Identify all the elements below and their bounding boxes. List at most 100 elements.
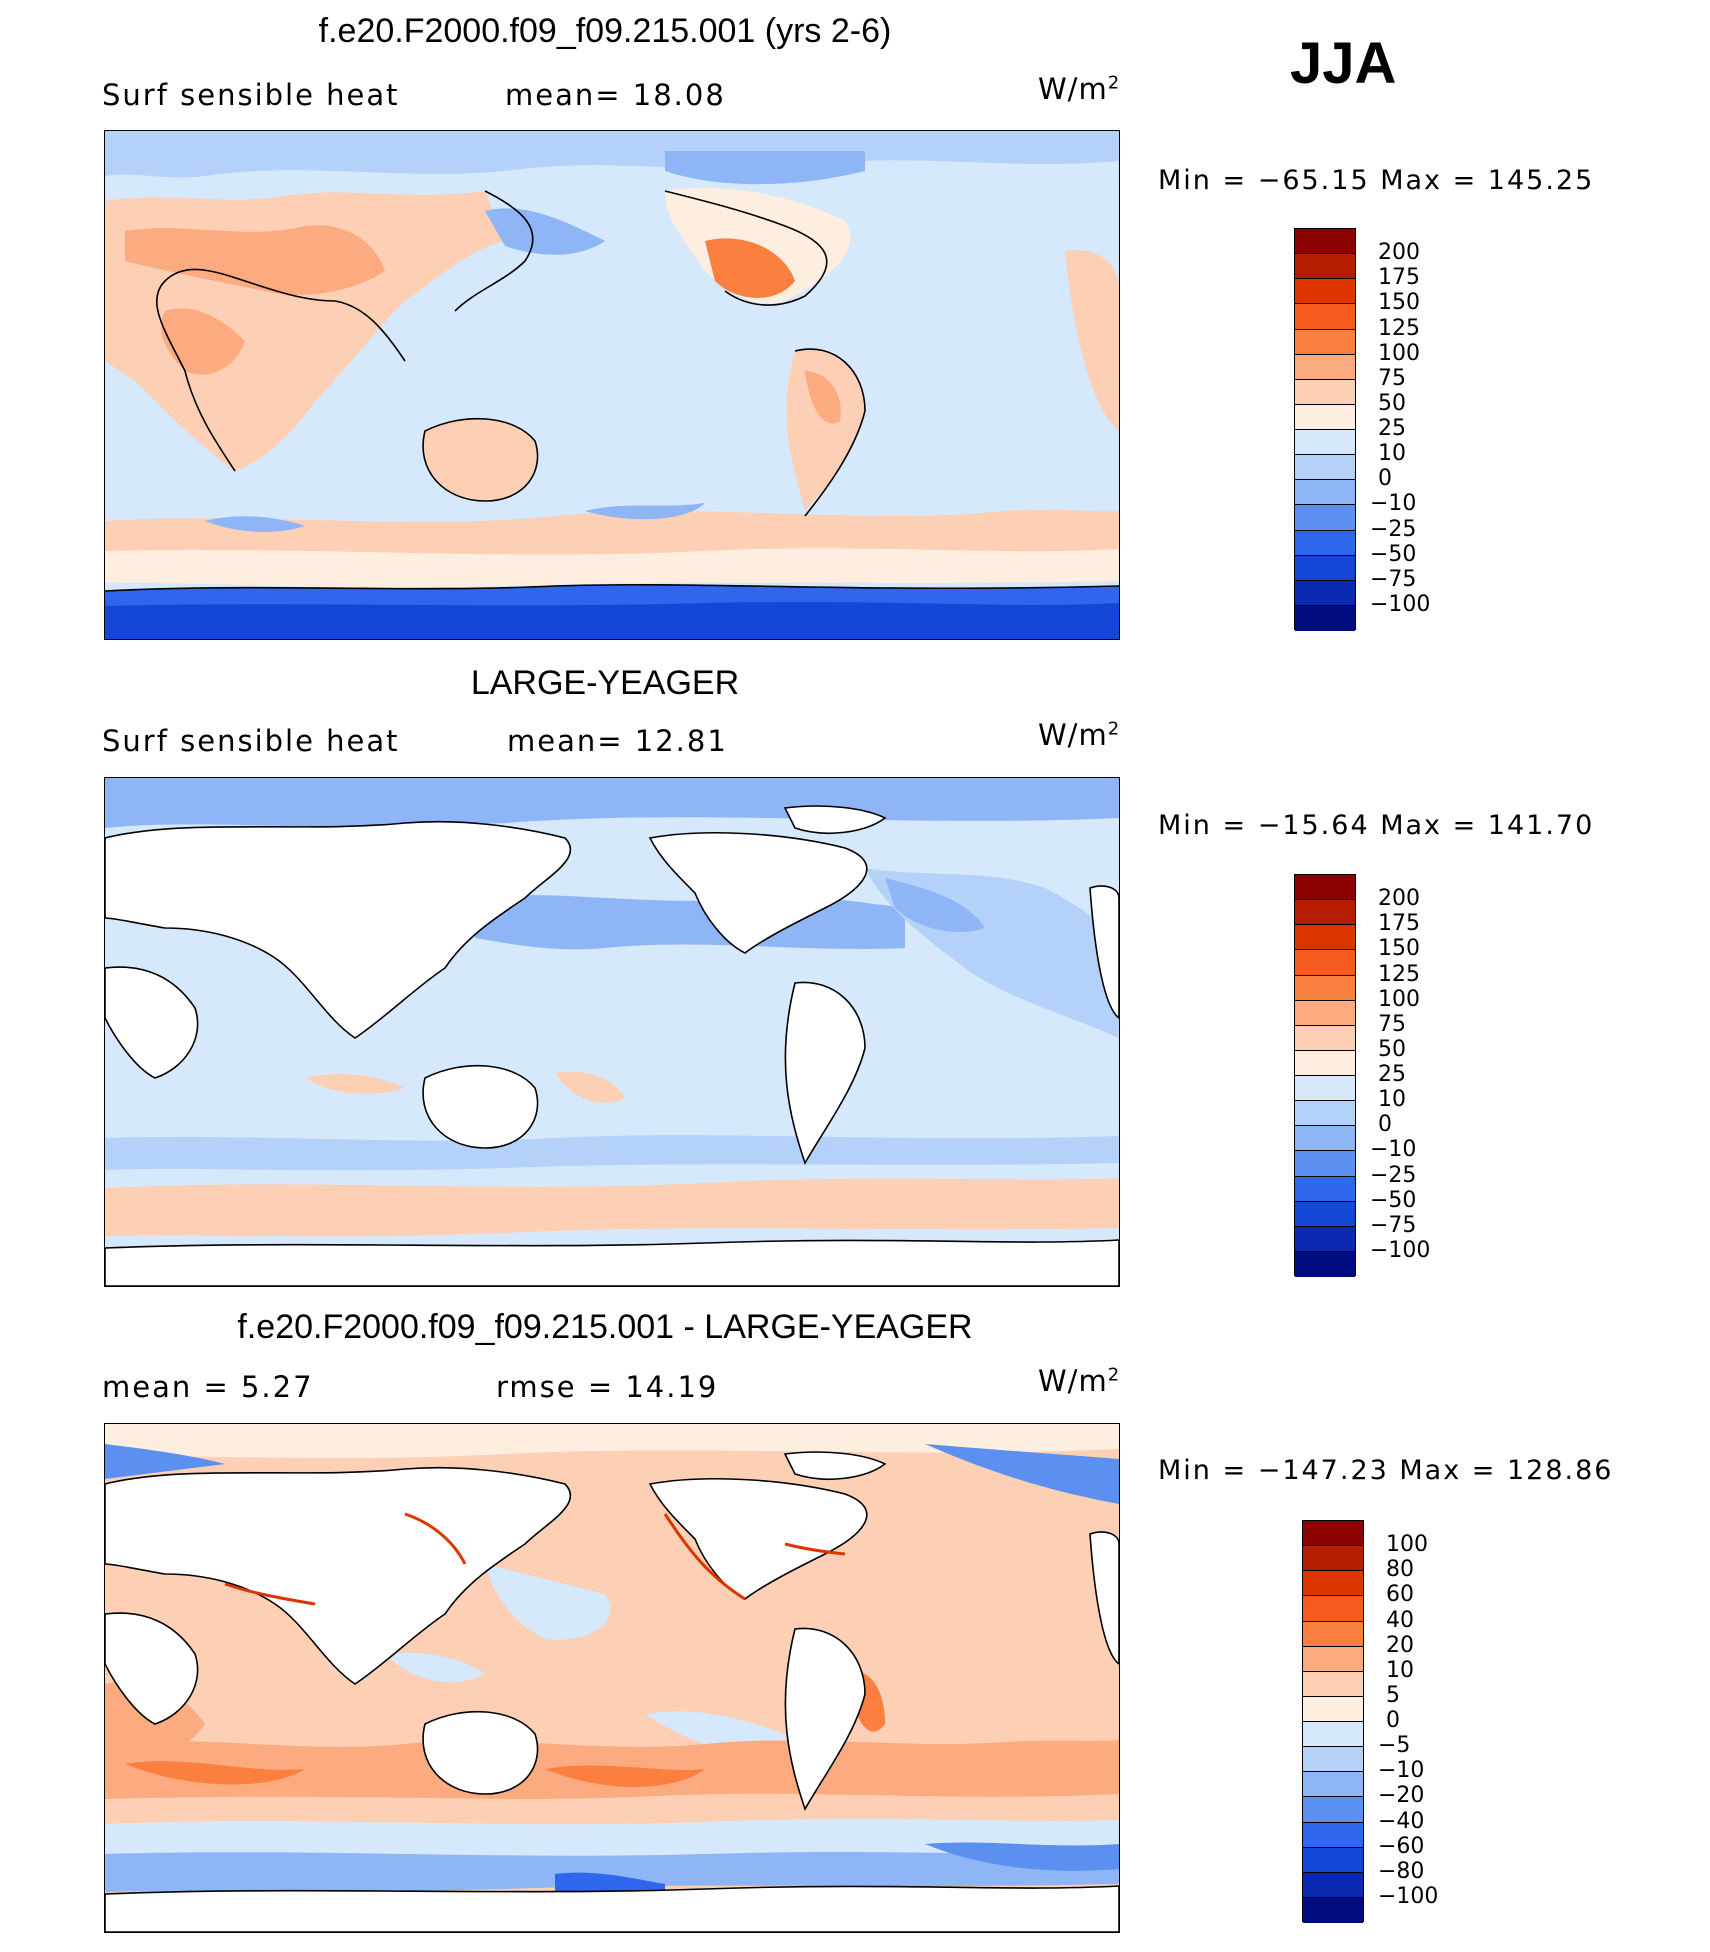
colorbar-swatch bbox=[1295, 1176, 1355, 1202]
colorbar-swatch bbox=[1295, 1226, 1355, 1252]
colorbar-swatch bbox=[1303, 1772, 1363, 1798]
colorbar-tick-label: −80 bbox=[1378, 1858, 1425, 1884]
panel3-map-svg bbox=[105, 1424, 1119, 1932]
colorbar-tick-label: 75 bbox=[1378, 365, 1406, 391]
colorbar-tick-label: 150 bbox=[1378, 290, 1420, 316]
colorbar-swatch bbox=[1295, 555, 1355, 581]
colorbar-swatch bbox=[1295, 1251, 1355, 1277]
panel1-variable-label: Surf sensible heat bbox=[102, 78, 400, 112]
colorbar-swatch bbox=[1303, 1571, 1363, 1597]
colorbar-swatch bbox=[1303, 1596, 1363, 1622]
panel1-minmax: Min = −65.15 Max = 145.25 bbox=[1158, 165, 1595, 196]
land-masses bbox=[105, 1451, 1119, 1932]
colorbar-tick-label: −100 bbox=[1370, 1237, 1431, 1263]
colorbar-tick-label: 10 bbox=[1378, 1087, 1406, 1113]
colorbar-swatch bbox=[1295, 1151, 1355, 1177]
colorbar-tick-label: −50 bbox=[1370, 541, 1417, 567]
colorbar-tick-label: 20 bbox=[1386, 1632, 1414, 1658]
colorbar-swatch bbox=[1295, 229, 1355, 255]
colorbar-swatch bbox=[1303, 1671, 1363, 1697]
colorbar-swatch bbox=[1295, 875, 1355, 901]
colorbar-swatch bbox=[1295, 1050, 1355, 1076]
colorbar-tick-label: 175 bbox=[1378, 265, 1420, 291]
colorbar-tick-label: −25 bbox=[1370, 516, 1417, 542]
colorbar-swatch bbox=[1295, 455, 1355, 481]
colorbar-tick-label: −50 bbox=[1370, 1187, 1417, 1213]
colorbar-swatch bbox=[1295, 605, 1355, 631]
colorbar-tick-label: 80 bbox=[1386, 1557, 1414, 1583]
colorbar-tick-label: 0 bbox=[1378, 1112, 1392, 1138]
colorbar-tick-label: 10 bbox=[1386, 1657, 1414, 1683]
panel3-units: W/m2 bbox=[1038, 1364, 1121, 1398]
season-label: JJA bbox=[1290, 31, 1397, 96]
colorbar-swatch bbox=[1303, 1722, 1363, 1748]
panel1-units: W/m2 bbox=[1038, 72, 1121, 106]
panel3-mean-label: mean = 5.27 bbox=[102, 1370, 314, 1404]
colorbar-swatch bbox=[1295, 1000, 1355, 1026]
colorbar-tick-label: −60 bbox=[1378, 1833, 1425, 1859]
colorbar-tick-label: 100 bbox=[1378, 340, 1420, 366]
colorbar-swatch bbox=[1295, 329, 1355, 355]
panel3-rmse-label: rmse = 14.19 bbox=[496, 1370, 719, 1404]
colorbar-swatch bbox=[1295, 1025, 1355, 1051]
colorbar-tick-label: −10 bbox=[1370, 1137, 1417, 1163]
panel1-colorbar-labels: 200 175 150 125 100 75 50 25 10 0 −10 −25 −50 −75 −100 bbox=[1370, 228, 1498, 630]
colorbar-tick-label: 25 bbox=[1378, 1062, 1406, 1087]
panel2-title: LARGE-YEAGER bbox=[470, 664, 740, 702]
colorbar-swatch bbox=[1295, 1201, 1355, 1227]
panel2-minmax: Min = −15.64 Max = 141.70 bbox=[1158, 810, 1595, 841]
panel3-minmax: Min = −147.23 Max = 128.86 bbox=[1158, 1455, 1614, 1486]
panel2-variable-label: Surf sensible heat bbox=[102, 724, 400, 758]
colorbar-swatch bbox=[1303, 1546, 1363, 1572]
colorbar-tick-label: 75 bbox=[1378, 1011, 1406, 1037]
colorbar-tick-label: 150 bbox=[1378, 936, 1420, 962]
colorbar-tick-label: 0 bbox=[1386, 1708, 1400, 1733]
colorbar-swatch bbox=[1295, 480, 1355, 506]
colorbar-tick-label: 100 bbox=[1378, 986, 1420, 1012]
colorbar-swatch bbox=[1295, 530, 1355, 556]
colorbar-swatch bbox=[1303, 1797, 1363, 1823]
colorbar-tick-label: 0 bbox=[1378, 466, 1392, 492]
colorbar-swatch bbox=[1295, 304, 1355, 330]
coastal-warm-anomalies bbox=[224, 1512, 846, 1606]
colorbar-swatch bbox=[1303, 1621, 1363, 1647]
colorbar-tick-label: 50 bbox=[1378, 1036, 1406, 1062]
panel2-map bbox=[104, 777, 1120, 1287]
panel1-title: f.e20.F2000.f09_f09.215.001 (yrs 2-6) bbox=[318, 12, 892, 50]
panel1-colorbar bbox=[1294, 228, 1356, 631]
colorbar-swatch bbox=[1295, 279, 1355, 305]
colorbar-tick-label: −20 bbox=[1378, 1783, 1425, 1809]
colorbar-tick-label: −10 bbox=[1378, 1758, 1425, 1784]
colorbar-swatch bbox=[1295, 950, 1355, 976]
colorbar-swatch bbox=[1295, 404, 1355, 430]
panel3-title: f.e20.F2000.f09_f09.215.001 - LARGE-YEAG… bbox=[237, 1308, 973, 1346]
panel3-colorbar-labels: 100 80 60 40 20 10 5 0 −5 −10 −20 −40 −60 −80 −100 bbox=[1378, 1520, 1506, 1922]
colorbar-tick-label: 10 bbox=[1378, 441, 1406, 467]
panel1-map bbox=[104, 130, 1120, 640]
colorbar-tick-label: −75 bbox=[1370, 1212, 1417, 1238]
colorbar-tick-label: 200 bbox=[1378, 240, 1420, 266]
colorbar-swatch bbox=[1303, 1847, 1363, 1873]
panel1-mean-label: mean= 18.08 bbox=[505, 78, 726, 112]
colorbar-tick-label: 40 bbox=[1386, 1607, 1414, 1633]
colorbar-tick-label: −10 bbox=[1370, 491, 1417, 517]
colorbar-swatch bbox=[1295, 505, 1355, 531]
colorbar-tick-label: −75 bbox=[1370, 566, 1417, 592]
colorbar-swatch bbox=[1295, 900, 1355, 926]
colorbar-swatch bbox=[1303, 1646, 1363, 1672]
colorbar-tick-label: 200 bbox=[1378, 886, 1420, 912]
panel2-units: W/m2 bbox=[1038, 718, 1121, 752]
colorbar-tick-label: 100 bbox=[1386, 1532, 1428, 1558]
colorbar-tick-label: 50 bbox=[1378, 390, 1406, 416]
colorbar-swatch bbox=[1295, 254, 1355, 280]
panel2-colorbar-labels: 200 175 150 125 100 75 50 25 10 0 −10 −25 −50 −75 −100 bbox=[1370, 874, 1498, 1276]
colorbar-tick-label: −40 bbox=[1378, 1808, 1425, 1834]
colorbar-swatch bbox=[1295, 430, 1355, 456]
colorbar-swatch bbox=[1295, 379, 1355, 405]
colorbar-tick-label: −5 bbox=[1378, 1733, 1411, 1759]
colorbar-tick-label: −100 bbox=[1370, 591, 1431, 617]
colorbar-swatch bbox=[1295, 354, 1355, 380]
panel2-map-svg bbox=[105, 778, 1119, 1286]
colorbar-tick-label: 125 bbox=[1378, 961, 1420, 987]
panel1-map-svg bbox=[105, 131, 1119, 639]
